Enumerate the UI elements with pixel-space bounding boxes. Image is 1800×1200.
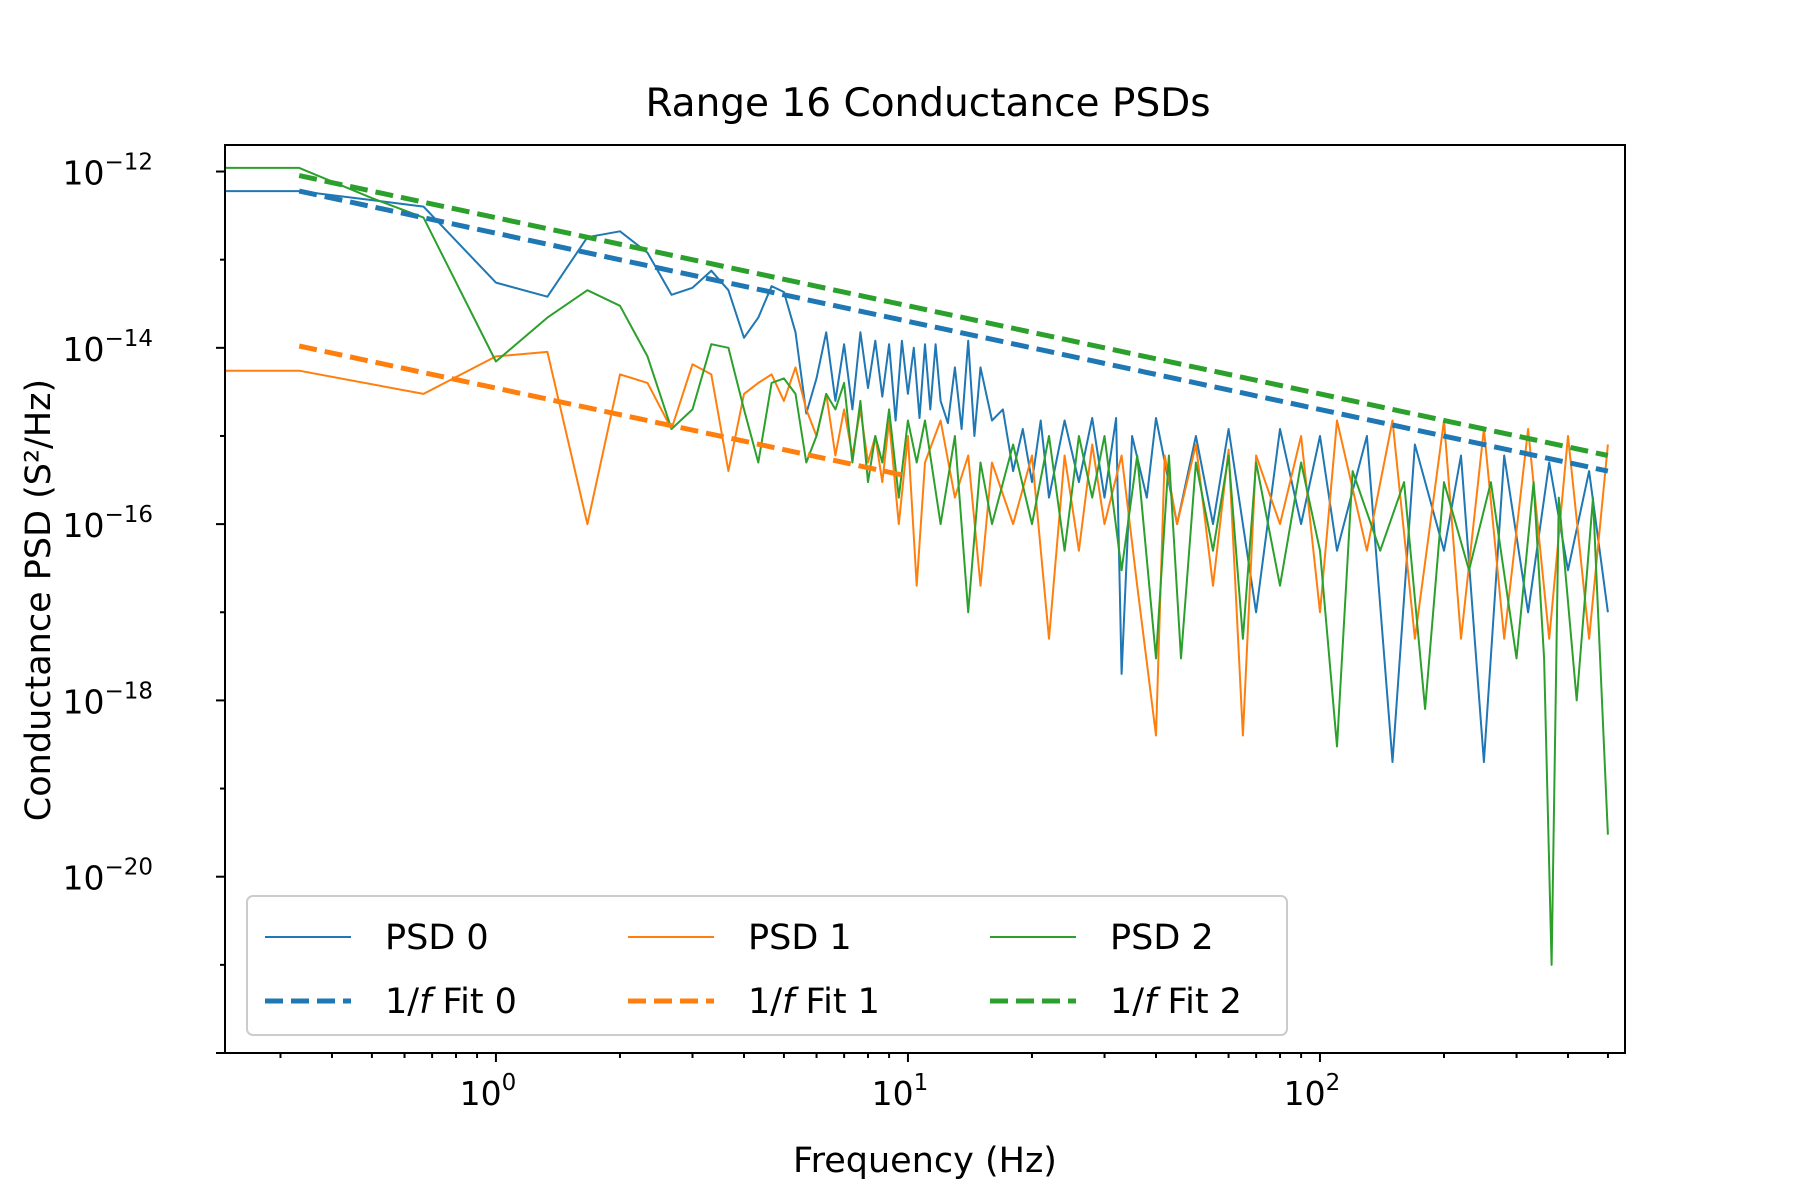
legend-label: PSD 0 — [385, 918, 489, 958]
chart-title: Range 16 Conductance PSDs — [645, 81, 1210, 126]
y-tick-label: 10−16 — [62, 502, 153, 545]
series-psd-2 — [225, 166, 1609, 966]
x-axis-label: Frequency (Hz) — [793, 1141, 1057, 1181]
series-fit-5 — [298, 173, 1609, 458]
y-tick-label: 10−18 — [62, 678, 153, 721]
x-tick-label: 101 — [872, 1070, 929, 1113]
y-tick-label: 10−14 — [62, 326, 153, 369]
plot-series — [225, 166, 1609, 966]
x-tick-label: 102 — [1284, 1070, 1341, 1113]
plot-frame — [224, 144, 1626, 1054]
legend-label: PSD 1 — [748, 918, 852, 958]
x-axis-ticks: 100 101 102 — [279, 1053, 1609, 1113]
y-axis-label: Conductance PSD (S²/Hz) — [19, 379, 59, 821]
legend-label: 1/f Fit 0 — [385, 982, 517, 1022]
series-fit-3 — [298, 188, 1609, 474]
series-psd-0 — [225, 190, 1609, 763]
y-tick-label: 10−20 — [62, 855, 153, 898]
legend-label: 1/f Fit 1 — [748, 982, 880, 1022]
x-tick-label: 100 — [460, 1070, 517, 1113]
legend-label: 1/f Fit 2 — [1110, 982, 1242, 1022]
legend: PSD 0 PSD 1 PSD 2 1/f Fit 0 1/f Fit 1 1/f Fit… — [246, 895, 1288, 1036]
y-tick-label: 10−12 — [62, 150, 153, 193]
y-axis-ticks: 10−12 10−14 10−16 10−18 10−20 — [62, 150, 225, 1054]
legend-label: PSD 2 — [1110, 918, 1214, 958]
